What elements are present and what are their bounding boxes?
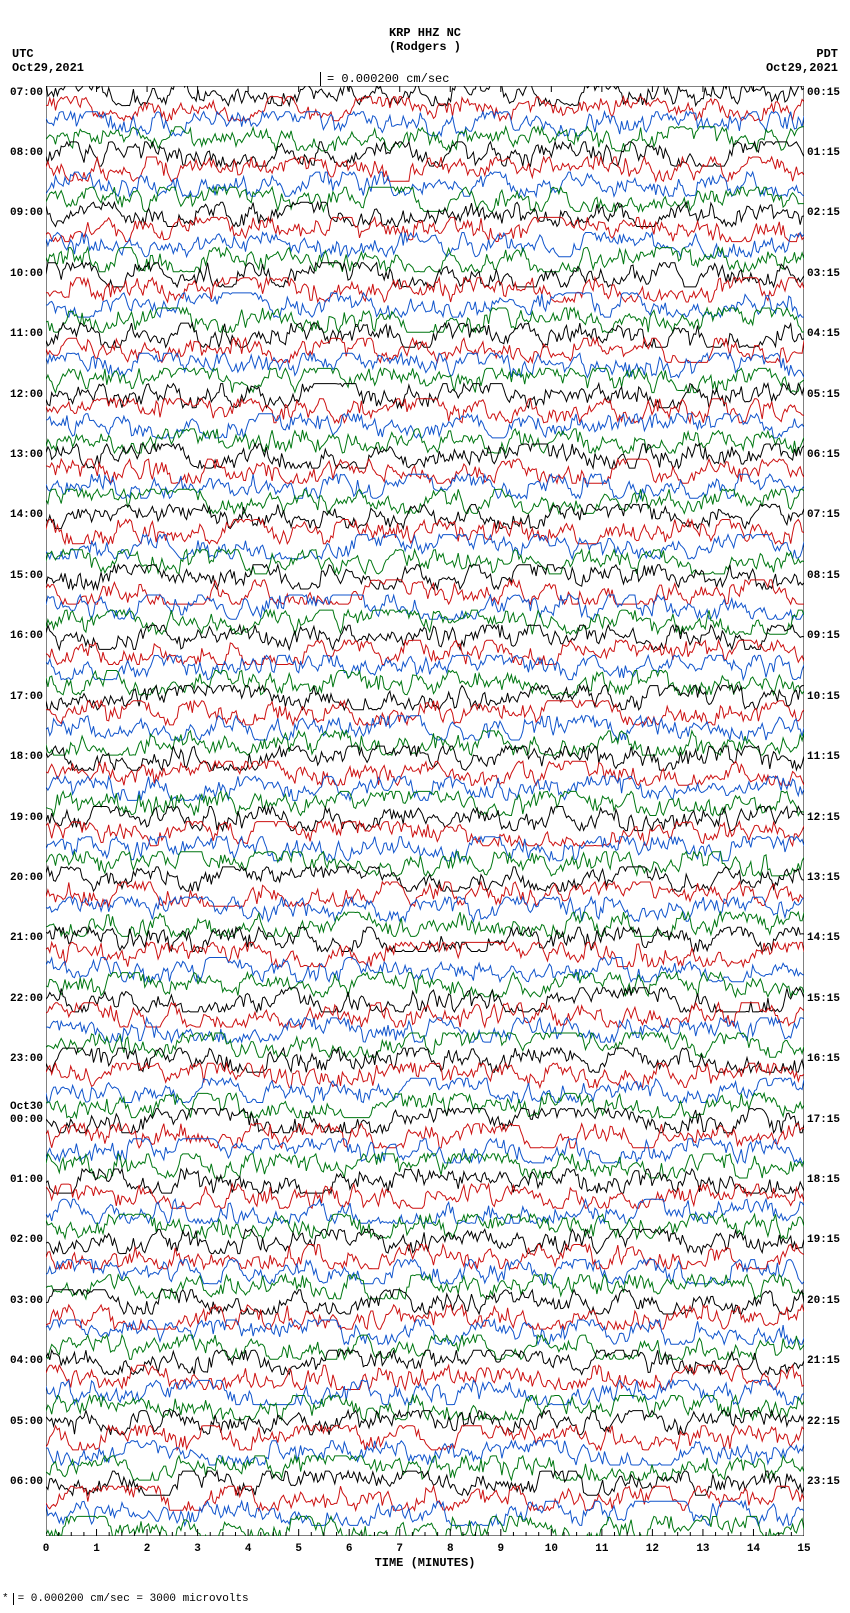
pdt-hour-label: 04:15 [807,328,845,340]
utc-hour-label: 09:00 [5,207,43,219]
helicorder-plot [46,86,804,1536]
x-tick-label: 12 [646,1543,659,1555]
pdt-hour-label: 19:15 [807,1234,845,1246]
x-tick-label: 10 [545,1543,558,1555]
utc-hour-label: 21:00 [5,932,43,944]
utc-hour-label: 17:00 [5,691,43,703]
pdt-hour-label: 07:15 [807,509,845,521]
pdt-hour-label: 16:15 [807,1053,845,1065]
pdt-hour-label: 18:15 [807,1174,845,1186]
scale-bar-icon [320,72,321,86]
x-tick-label: 15 [797,1543,810,1555]
station-title: KRP HHZ NC [0,26,850,40]
x-tick-label: 13 [696,1543,709,1555]
helicorder-svg [46,86,804,1536]
x-tick-label: 2 [144,1543,151,1555]
x-tick-label: 6 [346,1543,353,1555]
station-subtitle: (Rodgers ) [0,40,850,54]
utc-hour-label: 04:00 [5,1355,43,1367]
utc-hour-label: 10:00 [5,268,43,280]
utc-hour-label: 12:00 [5,389,43,401]
x-tick-label: 9 [497,1543,504,1555]
utc-hour-label: 06:00 [5,1476,43,1488]
x-tick-label: 8 [447,1543,454,1555]
x-tick-label: 5 [295,1543,302,1555]
utc-hour-label: 19:00 [5,812,43,824]
left-timezone-label: UTC [12,47,34,61]
utc-hour-label: 13:00 [5,449,43,461]
midnight-date-label: Oct30 [5,1101,43,1113]
pdt-hour-label: 06:15 [807,449,845,461]
footer-scale-bar-icon [13,1593,14,1605]
pdt-hour-label: 10:15 [807,691,845,703]
utc-hour-label: 03:00 [5,1295,43,1307]
pdt-hour-label: 05:15 [807,389,845,401]
utc-hour-label: 15:00 [5,570,43,582]
pdt-hour-label: 08:15 [807,570,845,582]
utc-hour-label: 00:00 [5,1114,43,1126]
utc-hour-label: 11:00 [5,328,43,340]
pdt-hour-label: 22:15 [807,1416,845,1428]
x-tick-label: 0 [43,1543,50,1555]
footer-scale-text: = 0.000200 cm/sec = 3000 microvolts [18,1593,249,1605]
utc-hour-label: 18:00 [5,751,43,763]
pdt-hour-label: 21:15 [807,1355,845,1367]
footer-scale: * = 0.000200 cm/sec = 3000 microvolts [2,1593,249,1605]
utc-hour-label: 02:00 [5,1234,43,1246]
utc-hour-label: 23:00 [5,1053,43,1065]
pdt-hour-label: 15:15 [807,993,845,1005]
utc-hour-label: 01:00 [5,1174,43,1186]
pdt-hour-label: 09:15 [807,630,845,642]
pdt-hour-label: 03:15 [807,268,845,280]
x-axis-label: TIME (MINUTES) [0,1556,850,1570]
amplitude-scale: = 0.000200 cm/sec [320,72,449,86]
utc-hour-label: 07:00 [5,87,43,99]
pdt-hour-label: 13:15 [807,872,845,884]
right-timezone-label: PDT [816,47,838,61]
right-date-label: Oct29,2021 [766,61,838,75]
pdt-hour-label: 00:15 [807,87,845,99]
x-tick-label: 4 [245,1543,252,1555]
utc-hour-label: 22:00 [5,993,43,1005]
pdt-hour-label: 23:15 [807,1476,845,1488]
utc-hour-label: 05:00 [5,1416,43,1428]
left-date-label: Oct29,2021 [12,61,84,75]
x-tick-label: 7 [396,1543,403,1555]
utc-hour-label: 16:00 [5,630,43,642]
x-tick-label: 11 [595,1543,608,1555]
x-tick-label: 1 [93,1543,100,1555]
x-tick-label: 14 [747,1543,760,1555]
scale-text: = 0.000200 cm/sec [327,72,449,86]
pdt-hour-label: 11:15 [807,751,845,763]
pdt-hour-label: 14:15 [807,932,845,944]
utc-hour-label: 14:00 [5,509,43,521]
pdt-hour-label: 20:15 [807,1295,845,1307]
pdt-hour-label: 02:15 [807,207,845,219]
x-tick-label: 3 [194,1543,201,1555]
pdt-hour-label: 17:15 [807,1114,845,1126]
pdt-hour-label: 12:15 [807,812,845,824]
utc-hour-label: 08:00 [5,147,43,159]
pdt-hour-label: 01:15 [807,147,845,159]
utc-hour-label: 20:00 [5,872,43,884]
